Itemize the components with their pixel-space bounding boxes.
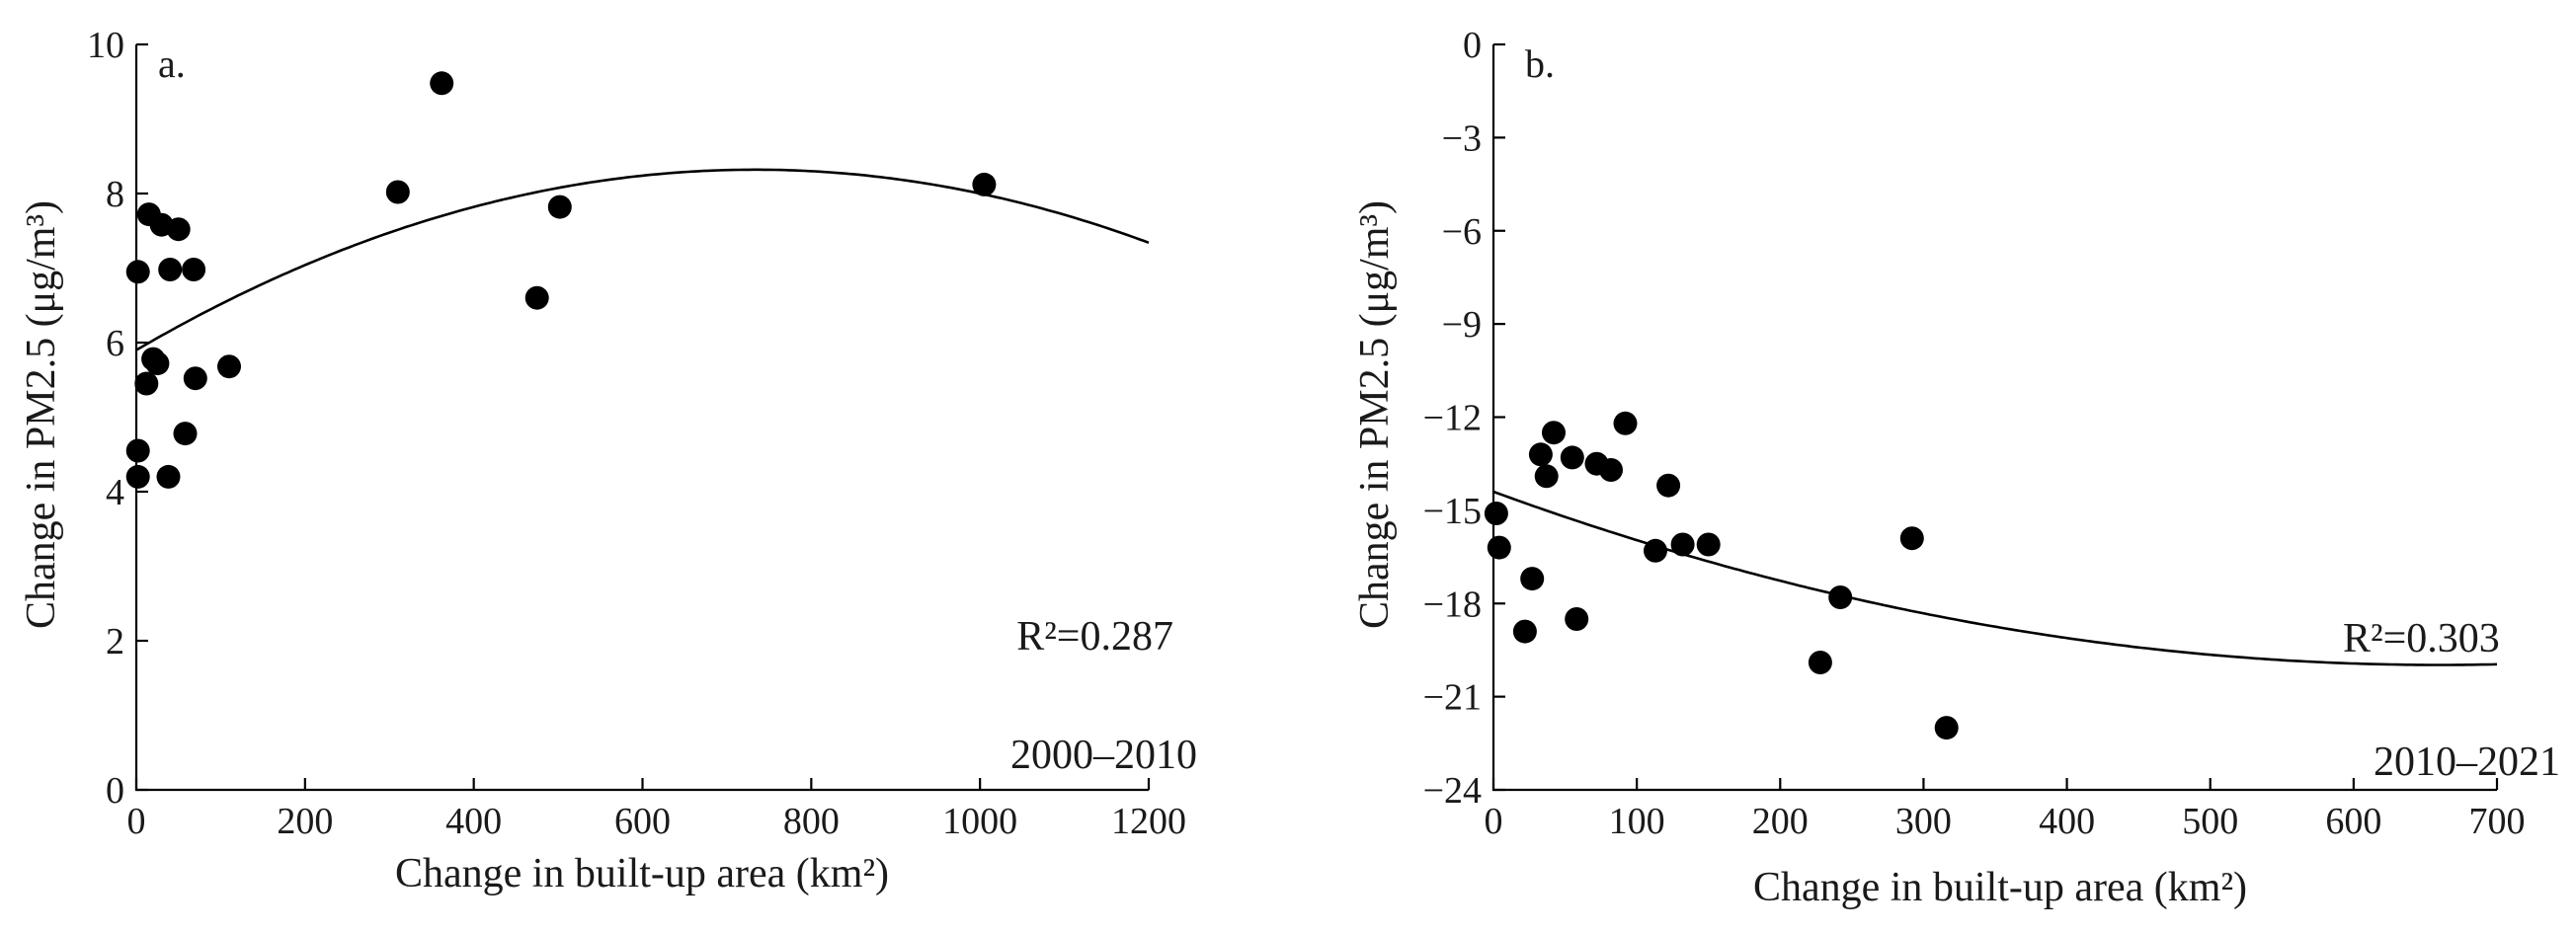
panel-b-y-tick-label: −3 [1442, 117, 1482, 159]
panel-a-data-point [156, 464, 181, 489]
panel-a-fit-curve-group [135, 168, 1150, 351]
panel-b-axes [1491, 44, 2497, 792]
panel-a-label: a. [158, 41, 186, 86]
panel-a-x-tick-label: 0 [127, 801, 146, 842]
panel-b-x-tick-label: 600 [2325, 801, 2381, 842]
panel-a-points [125, 71, 997, 489]
panel-a-x-tick-label: 1200 [1111, 801, 1186, 842]
panel-a-y-tick-label: 4 [106, 472, 124, 513]
panel-b-x-tick-label: 200 [1752, 801, 1809, 842]
panel-b-y-tick-label: −6 [1442, 211, 1482, 253]
panel-b-y-tick-label: −21 [1423, 677, 1482, 719]
panel-b-y-tick-label: 0 [1463, 25, 1482, 66]
panel-b-data-point [1520, 567, 1545, 591]
panel-a-x-axis-label: Change in built-up area (km²) [395, 851, 889, 896]
panel-b-data-point [1670, 532, 1695, 557]
panel-b-data-point [1599, 458, 1623, 482]
panel-b-data-point [1542, 421, 1566, 445]
panel-a-data-point [134, 371, 159, 396]
panel-b-x-tick-label: 300 [1895, 801, 1952, 842]
panel-a-period-annotation: 2000–2010 [1010, 733, 1197, 778]
panel-a-data-point [547, 195, 572, 219]
panel-b-data-point [1899, 526, 1924, 551]
panel-a-data-point [158, 258, 183, 281]
panel-a-x-tick-label: 800 [783, 801, 840, 842]
panel-a-y-tick-label: 6 [106, 323, 124, 364]
panel-b-x-tick-label: 100 [1609, 801, 1665, 842]
panel-b-r2-annotation: R²=0.303 [2343, 616, 2500, 662]
panel-b-data-point [1613, 411, 1638, 435]
panel-a-r2-annotation: R²=0.287 [1016, 614, 1173, 660]
panel-b-y-tick-label: −24 [1423, 770, 1482, 812]
panel-b-points [1484, 411, 1959, 740]
panel-b-data-point [1512, 619, 1537, 644]
panel-a-data-point [173, 422, 198, 446]
panel-b-data-point [1534, 464, 1559, 489]
panel-b-data-point [1565, 607, 1589, 631]
panel-b-y-tick-label: −18 [1423, 584, 1482, 625]
panel-b-y-tick-label: −12 [1423, 398, 1482, 439]
panel-b-data-point [1696, 532, 1721, 557]
panel-a-data-point [125, 260, 150, 284]
panel-a-axes [134, 44, 1149, 792]
panel-b-x-axis-label: Change in built-up area (km²) [1753, 865, 2247, 910]
panel-a-y-tick-label: 0 [106, 770, 124, 812]
panel-b-data-point [1828, 585, 1853, 609]
panel-a-data-point [125, 438, 150, 463]
panel-a-x-tick-label: 600 [614, 801, 671, 842]
panel-b-y-tick-label: −9 [1442, 304, 1482, 346]
panel-a-x-tick-label: 400 [445, 801, 502, 842]
panel-a-fit-curve [135, 168, 1150, 351]
panel-a-data-point [524, 285, 549, 310]
panel-a-ticks: 0 200 400 600 800 1000 1200 0 2 4 6 8 10 [87, 25, 1186, 842]
panel-a-data-point [183, 366, 207, 391]
panel-b-ticks: 0 100 200 300 400 500 600 700 0 −3 −6 −9 −12 −15 −18 −2… [1423, 25, 2526, 842]
panel-a-x-tick-label: 1000 [942, 801, 1017, 842]
panel-b-data-point [1656, 473, 1681, 498]
panel-b-data-point [1484, 502, 1508, 525]
panel-a-y-tick-label: 2 [106, 621, 124, 662]
panel-a-data-point [430, 71, 454, 96]
panel-b-x-tick-label: 700 [2469, 801, 2526, 842]
panel-a-data-point [385, 180, 410, 204]
panel-b-x-tick-label: 400 [2039, 801, 2095, 842]
panel-a-x-tick-label: 200 [277, 801, 333, 842]
panel-b-x-tick-label: 500 [2182, 801, 2238, 842]
panel-b-chart: 0 100 200 300 400 500 600 700 0 −3 −6 −9 −12 −15 −18 −2… [1352, 25, 2560, 910]
panel-b-period-annotation: 2010–2021 [2374, 739, 2560, 785]
panel-b-data-point [1808, 651, 1832, 674]
panel-a-data-point [125, 464, 150, 489]
panel-a-y-axis-label: Change in PM2.5 (μg/m³) [19, 200, 64, 629]
panel-a-y-tick-label: 10 [87, 25, 124, 66]
panel-b-data-point [1644, 538, 1667, 563]
panel-b-y-axis-label: Change in PM2.5 (μg/m³) [1352, 200, 1398, 629]
panel-a-data-point [182, 258, 206, 281]
panel-a-y-tick-label: 8 [106, 174, 124, 215]
panel-b-data-point [1528, 442, 1553, 467]
panel-a-data-point [145, 351, 170, 376]
panel-a-data-point [166, 217, 191, 242]
panel-b-x-tick-label: 0 [1485, 801, 1503, 842]
panel-b-data-point [1487, 535, 1511, 560]
panel-b-data-point [1934, 716, 1959, 740]
panel-a-chart: 0 200 400 600 800 1000 1200 0 2 4 6 8 10 a. R²=0.287… [19, 25, 1197, 896]
panel-a-data-point [217, 354, 241, 379]
panel-a-data-point [972, 172, 997, 196]
panel-b-data-point [1560, 445, 1584, 470]
panel-b-y-tick-label: −15 [1423, 491, 1482, 532]
panel-b-label: b. [1525, 41, 1555, 86]
